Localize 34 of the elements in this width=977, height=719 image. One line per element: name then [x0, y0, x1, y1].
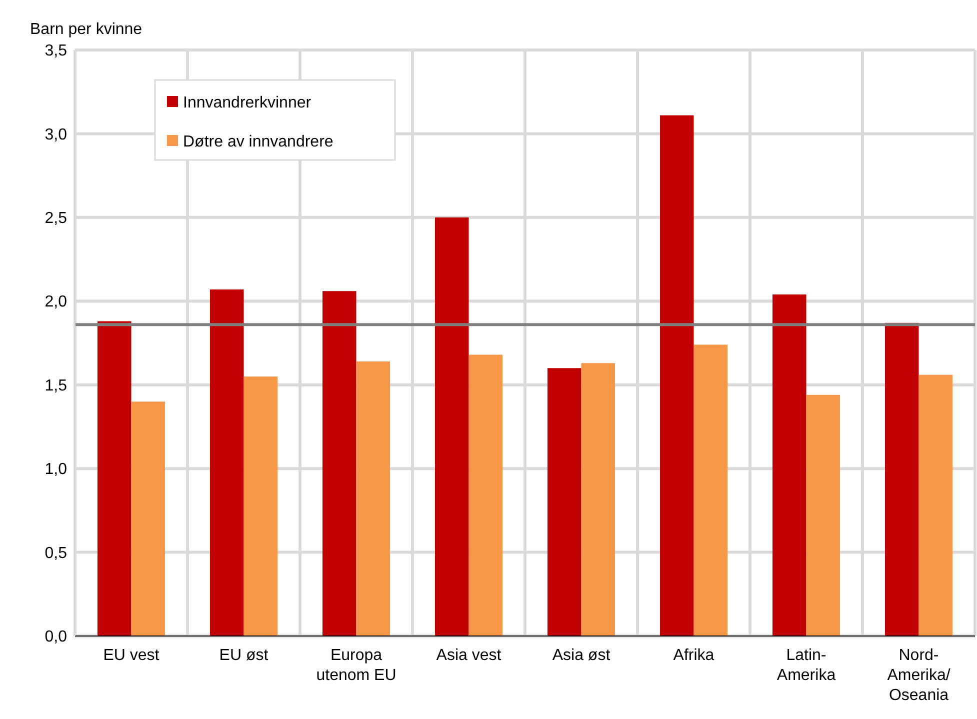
- bar: [660, 115, 694, 636]
- x-tick-label: Europa utenom EU: [316, 647, 396, 684]
- bar: [694, 344, 728, 636]
- bar: [806, 394, 840, 636]
- bar: [356, 361, 390, 636]
- y-tick-label: 1,5: [44, 377, 68, 394]
- bar: [131, 402, 165, 636]
- x-tick-label: EU vest: [103, 647, 160, 664]
- y-tick-label: 2,0: [44, 294, 68, 311]
- y-axis-title: Barn per kvinne: [30, 21, 142, 38]
- bar: [322, 291, 356, 636]
- x-tick-label: Asia øst: [552, 647, 611, 664]
- bar: [468, 354, 502, 636]
- bar: [210, 289, 244, 636]
- bar: [98, 321, 132, 636]
- bar: [435, 217, 469, 636]
- x-tick-label: EU øst: [219, 647, 269, 664]
- x-tick-label: Asia vest: [436, 647, 502, 664]
- x-tick-label: Nord-Amerika/ Oseania: [887, 647, 951, 704]
- y-tick-label: 0,0: [44, 628, 68, 646]
- bar: [918, 374, 952, 636]
- bar: [581, 363, 615, 636]
- y-tick-label: 3,0: [44, 126, 68, 144]
- y-tick-label: 2,5: [44, 210, 68, 228]
- x-tick-label: Afrika: [673, 647, 714, 664]
- bar: [548, 368, 582, 636]
- y-tick-label: 3,5: [44, 42, 68, 60]
- bar: [772, 294, 806, 636]
- bar: [244, 376, 278, 636]
- x-tick-label: Latin-Amerika: [776, 647, 836, 684]
- y-tick-label: 0,5: [44, 544, 68, 562]
- legend-label: Døtre av innvandrere: [183, 134, 334, 151]
- y-tick-label: 1,0: [44, 461, 68, 478]
- legend-label: Innvandrerkvinner: [183, 94, 312, 112]
